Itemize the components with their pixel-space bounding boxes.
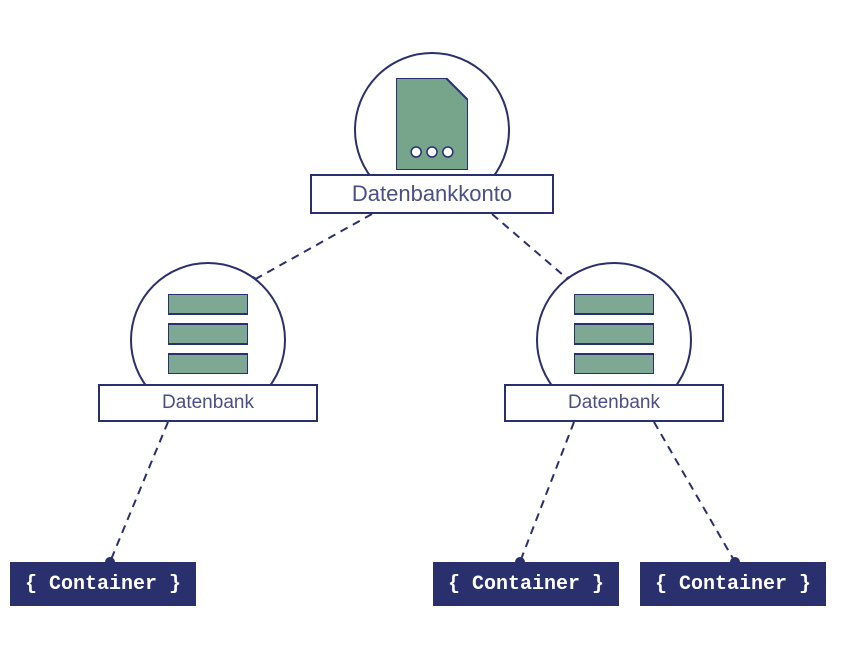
document-icon	[396, 78, 468, 170]
database-bars-icon	[574, 294, 654, 374]
edge-1	[492, 214, 570, 281]
label-root: Datenbankkonto	[310, 174, 554, 214]
label-db_right: Datenbank	[504, 384, 724, 422]
container-c2: { Container }	[433, 562, 619, 606]
edge-2	[110, 422, 168, 562]
edge-3	[520, 422, 574, 562]
diagram-canvas: Datenbankkonto Datenbank Datenbank { Contai…	[0, 0, 864, 672]
container-c1: { Container }	[10, 562, 196, 606]
label-db_left: Datenbank	[98, 384, 318, 422]
database-bars-icon	[168, 294, 248, 374]
container-c3: { Container }	[640, 562, 826, 606]
edge-4	[654, 422, 735, 562]
edge-0	[252, 214, 372, 281]
